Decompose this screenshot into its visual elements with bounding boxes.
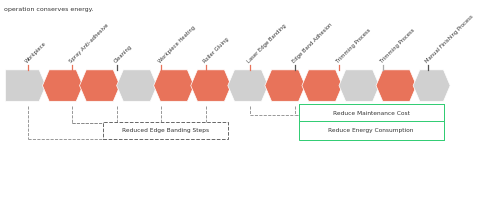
Polygon shape	[117, 70, 157, 101]
Polygon shape	[228, 70, 268, 101]
Text: Roller Gluing: Roller Gluing	[202, 37, 229, 64]
Polygon shape	[413, 70, 450, 101]
Polygon shape	[43, 70, 83, 101]
Text: Edge Band Adhesion: Edge Band Adhesion	[291, 22, 333, 64]
FancyBboxPatch shape	[299, 104, 444, 123]
Text: Manual Finishing Process: Manual Finishing Process	[424, 14, 474, 64]
Polygon shape	[5, 70, 46, 101]
Text: Reduce Energy Consumption: Reduce Energy Consumption	[328, 128, 414, 133]
Polygon shape	[376, 70, 417, 101]
FancyBboxPatch shape	[299, 121, 444, 140]
FancyBboxPatch shape	[103, 122, 228, 139]
Text: Reduced Edge Banding Steps: Reduced Edge Banding Steps	[122, 128, 209, 133]
Text: Workpiece: Workpiece	[24, 41, 48, 64]
Text: Workpiece Heating: Workpiece Heating	[157, 25, 196, 64]
Polygon shape	[265, 70, 305, 101]
Text: operation conserves energy.: operation conserves energy.	[3, 7, 93, 12]
Polygon shape	[191, 70, 231, 101]
Polygon shape	[302, 70, 342, 101]
Text: Trimming Process: Trimming Process	[336, 28, 372, 64]
Text: Laser Edge Banding: Laser Edge Banding	[247, 23, 288, 64]
Polygon shape	[80, 70, 120, 101]
Text: Cleaning: Cleaning	[113, 44, 133, 64]
Text: Spray Anti-adhesive: Spray Anti-adhesive	[69, 23, 110, 64]
Polygon shape	[339, 70, 379, 101]
Text: Trimming Process: Trimming Process	[380, 28, 416, 64]
Text: Reduce Maintenance Cost: Reduce Maintenance Cost	[333, 111, 409, 116]
Polygon shape	[154, 70, 194, 101]
